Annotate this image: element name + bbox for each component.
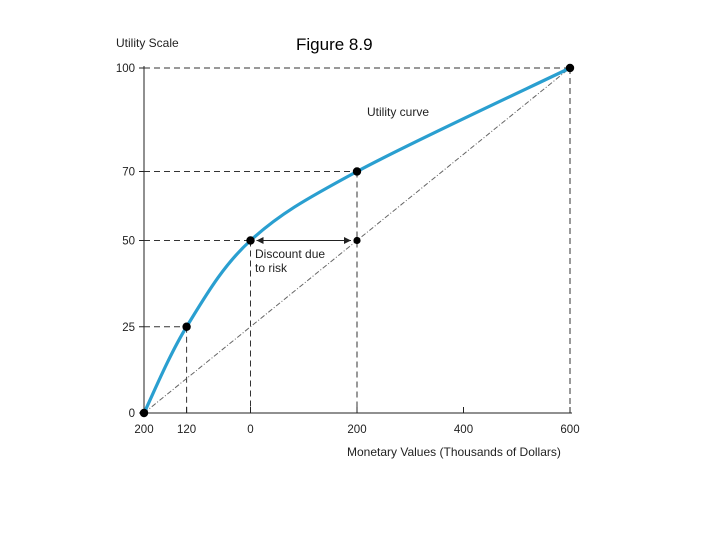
curve-point	[139, 408, 149, 418]
utility-curve-group	[142, 66, 572, 415]
x-axis-title: Monetary Values (Thousands of Dollars)	[347, 445, 561, 459]
data-points	[139, 63, 575, 418]
curve-point	[182, 322, 191, 331]
guide-lines	[144, 67, 571, 413]
curve-label: Utility curve	[367, 105, 429, 119]
y-tick-label: 25	[122, 322, 135, 334]
discount-arrow-right-head	[344, 237, 351, 244]
risk-point	[353, 236, 361, 245]
discount-label-line: Discount due	[255, 247, 325, 261]
y-axis-title: Utility Scale	[116, 36, 179, 50]
y-tick-label: 0	[129, 408, 135, 420]
y-tick-label: 100	[116, 63, 135, 75]
y-tick-label: 50	[122, 236, 135, 248]
x-tick-label: 0	[247, 424, 253, 436]
x-tick-label: 120	[177, 424, 196, 436]
x-tick-label: 200	[347, 424, 366, 436]
curve-point	[246, 236, 255, 245]
x-tick-label: 400	[454, 424, 473, 436]
y-tick-label: 70	[122, 167, 135, 179]
x-tick-label: 200	[134, 424, 153, 436]
curve-point	[565, 63, 575, 73]
discount-arrow-left-head	[256, 237, 264, 244]
discount-label-line: to risk	[255, 261, 288, 275]
figure-title: Figure 8.9	[296, 35, 373, 54]
x-tick-label: 600	[560, 424, 579, 436]
curve-point	[352, 167, 362, 176]
axes: 0 25 50 70 100 200 120 0 200 400 600	[116, 63, 580, 436]
utility-curve-line	[142, 66, 572, 415]
